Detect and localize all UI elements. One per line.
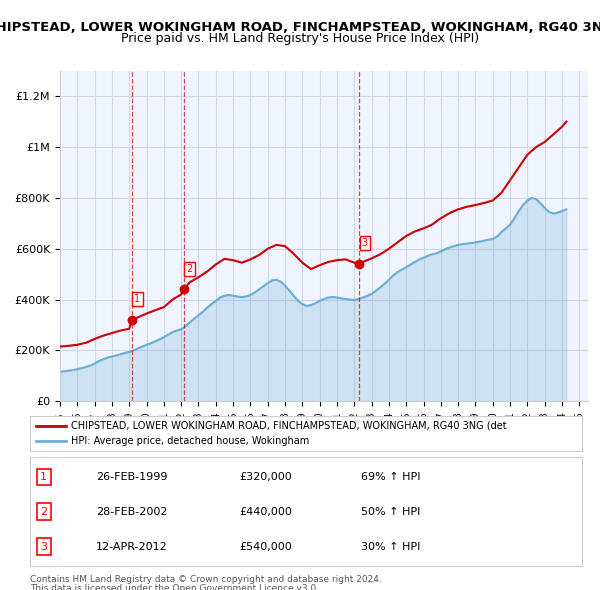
Text: 26-FEB-1999: 26-FEB-1999 [96, 472, 168, 482]
Text: 50% ↑ HPI: 50% ↑ HPI [361, 507, 421, 517]
Text: 2: 2 [40, 507, 47, 517]
Text: 1: 1 [134, 294, 140, 304]
Text: This data is licensed under the Open Government Licence v3.0.: This data is licensed under the Open Gov… [30, 584, 319, 590]
Text: Price paid vs. HM Land Registry's House Price Index (HPI): Price paid vs. HM Land Registry's House … [121, 32, 479, 45]
Text: £320,000: £320,000 [240, 472, 293, 482]
Text: 3: 3 [40, 542, 47, 552]
Text: 12-APR-2012: 12-APR-2012 [96, 542, 168, 552]
Text: £540,000: £540,000 [240, 542, 293, 552]
Text: 2: 2 [187, 264, 193, 274]
Text: 28-FEB-2002: 28-FEB-2002 [96, 507, 168, 517]
Text: HPI: Average price, detached house, Wokingham: HPI: Average price, detached house, Woki… [71, 437, 310, 447]
Text: CHIPSTEAD, LOWER WOKINGHAM ROAD, FINCHAMPSTEAD, WOKINGHAM, RG40 3NG (det: CHIPSTEAD, LOWER WOKINGHAM ROAD, FINCHAM… [71, 421, 507, 431]
Text: CHIPSTEAD, LOWER WOKINGHAM ROAD, FINCHAMPSTEAD, WOKINGHAM, RG40 3NG: CHIPSTEAD, LOWER WOKINGHAM ROAD, FINCHAM… [0, 21, 600, 34]
Text: 1: 1 [40, 472, 47, 482]
Text: Contains HM Land Registry data © Crown copyright and database right 2024.: Contains HM Land Registry data © Crown c… [30, 575, 382, 584]
Text: 69% ↑ HPI: 69% ↑ HPI [361, 472, 421, 482]
Text: 30% ↑ HPI: 30% ↑ HPI [361, 542, 421, 552]
Text: 3: 3 [362, 238, 368, 248]
Text: £440,000: £440,000 [240, 507, 293, 517]
